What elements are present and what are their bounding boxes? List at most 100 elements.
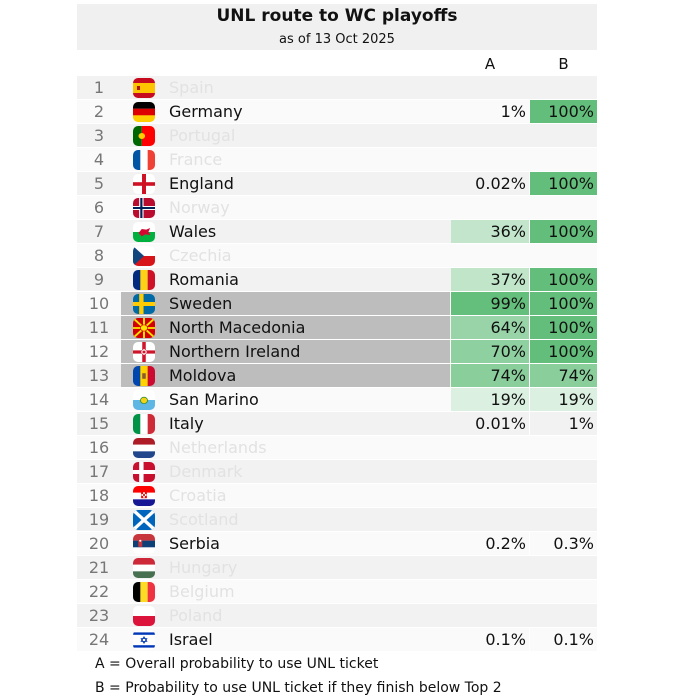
team-name: Denmark xyxy=(169,462,243,481)
rank-label: 1 xyxy=(93,78,105,97)
table-row: 1 Spain xyxy=(0,76,675,100)
value-cell-b: 0.3% xyxy=(530,532,597,555)
team-name: Serbia xyxy=(169,534,220,553)
row-band xyxy=(77,124,597,147)
table-row: 6 Norway xyxy=(0,196,675,220)
value-cell-b: 100% xyxy=(530,268,597,291)
team-name: Romania xyxy=(169,270,239,289)
table-row: 5 England 0.02% 100% xyxy=(0,172,675,196)
team-name: Hungary xyxy=(169,558,238,577)
value-cell-a: 19% xyxy=(451,388,529,411)
table-row: 12 Northern Ireland 70% 100% xyxy=(0,340,675,364)
value-cell-b: 100% xyxy=(530,172,597,195)
row-band xyxy=(77,604,597,627)
north-macedonia-flag xyxy=(133,318,155,338)
england-flag xyxy=(133,174,155,194)
rank-label: 2 xyxy=(93,102,105,121)
rank-label: 14 xyxy=(88,390,110,409)
value-cell-b: 100% xyxy=(530,100,597,123)
rank-label: 15 xyxy=(88,414,110,433)
sweden-flag xyxy=(133,294,155,314)
france-flag xyxy=(133,150,155,170)
team-name: Scotland xyxy=(169,510,239,529)
team-name: San Marino xyxy=(169,390,259,409)
column-header-b: B xyxy=(558,55,569,73)
row-band xyxy=(77,268,451,291)
romania-flag xyxy=(133,270,155,290)
team-name: Spain xyxy=(169,78,214,97)
row-band xyxy=(77,220,451,243)
rank-label: 13 xyxy=(88,366,110,385)
table-row: 22 Belgium xyxy=(0,580,675,604)
value-cell-b: 100% xyxy=(530,316,597,339)
rank-label: 19 xyxy=(88,510,110,529)
poland-flag xyxy=(133,606,155,626)
legend-a-key: A = xyxy=(95,656,121,672)
value-cell-a: 36% xyxy=(451,220,529,243)
rank-label: 4 xyxy=(93,150,105,169)
row-band xyxy=(77,508,597,531)
table-row: 3 Portugal xyxy=(0,124,675,148)
table-row: 4 France xyxy=(0,148,675,172)
rank-label: 24 xyxy=(88,630,110,649)
rank-label: 9 xyxy=(93,270,105,289)
row-band xyxy=(77,460,597,483)
row-band xyxy=(77,196,597,219)
table-row: 9 Romania 37% 100% xyxy=(0,268,675,292)
row-band xyxy=(77,532,451,555)
belgium-flag xyxy=(133,582,155,602)
israel-flag xyxy=(133,630,155,650)
team-name: Germany xyxy=(169,102,243,121)
row-band xyxy=(77,76,597,99)
wales-flag xyxy=(133,222,155,242)
rank-label: 5 xyxy=(93,174,105,193)
team-name: Netherlands xyxy=(169,438,267,457)
row-band xyxy=(77,172,451,195)
legend-a: A = Overall probability to use UNL ticke… xyxy=(95,654,378,674)
croatia-flag xyxy=(133,486,155,506)
rank-label: 6 xyxy=(93,198,105,217)
rank-label: 10 xyxy=(88,294,110,313)
row-band xyxy=(77,556,597,579)
value-cell-a: 0.02% xyxy=(451,172,529,195)
value-cell-b: 100% xyxy=(530,340,597,363)
table-row: 17 Denmark xyxy=(0,460,675,484)
rank-label: 22 xyxy=(88,582,110,601)
row-band xyxy=(77,580,597,603)
rank-label: 20 xyxy=(88,534,110,553)
serbia-flag xyxy=(133,534,155,554)
row-band xyxy=(77,436,597,459)
legend-a-text: Overall probability to use UNL ticket xyxy=(125,656,379,672)
italy-flag xyxy=(133,414,155,434)
table-row: 16 Netherlands xyxy=(0,436,675,460)
norway-flag xyxy=(133,198,155,218)
hungary-flag xyxy=(133,558,155,578)
team-name: Czechia xyxy=(169,246,232,265)
value-cell-a: 70% xyxy=(451,340,529,363)
rank-label: 18 xyxy=(88,486,110,505)
value-cell-b: 100% xyxy=(530,292,597,315)
legend-b: B = Probability to use UNL ticket if the… xyxy=(95,678,502,698)
rank-label: 16 xyxy=(88,438,110,457)
team-name: Belgium xyxy=(169,582,235,601)
table-row: 2 Germany 1% 100% xyxy=(0,100,675,124)
scotland-flag xyxy=(133,510,155,530)
value-cell-b: 100% xyxy=(530,220,597,243)
team-name: England xyxy=(169,174,234,193)
row-band xyxy=(77,244,597,267)
team-name: Moldova xyxy=(169,366,237,385)
team-name: Italy xyxy=(169,414,204,433)
rank-label: 11 xyxy=(88,318,110,337)
value-cell-b: 1% xyxy=(530,412,597,435)
rank-label: 23 xyxy=(88,606,110,625)
netherlands-flag xyxy=(133,438,155,458)
table-row: 14 San Marino 19% 19% xyxy=(0,388,675,412)
team-name: North Macedonia xyxy=(169,318,306,337)
table-row: 24 Israel 0.1% 0.1% xyxy=(0,628,675,652)
team-name: Northern Ireland xyxy=(169,342,301,361)
row-band xyxy=(77,484,597,507)
table-row: 11 North Macedonia 64% 100% xyxy=(0,316,675,340)
rank-label: 7 xyxy=(93,222,105,241)
row-highlight xyxy=(121,316,450,339)
value-cell-a: 1% xyxy=(451,100,529,123)
